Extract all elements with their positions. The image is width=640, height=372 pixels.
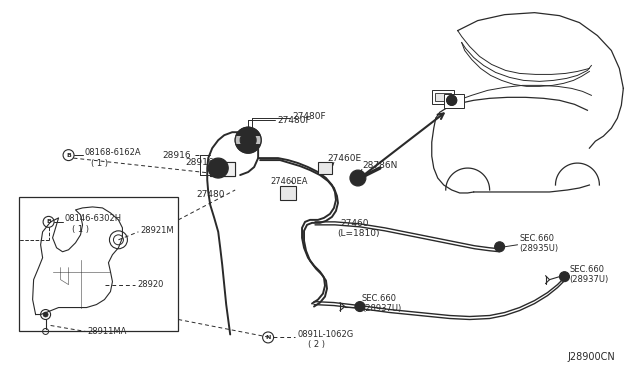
Circle shape <box>447 95 457 105</box>
Text: 28916: 28916 <box>186 158 214 167</box>
Circle shape <box>235 127 261 153</box>
Text: 0891L-1062G: 0891L-1062G <box>297 330 353 339</box>
Text: 08146-6302H: 08146-6302H <box>65 214 122 223</box>
Circle shape <box>447 95 457 105</box>
Bar <box>235 136 261 144</box>
Circle shape <box>350 170 366 186</box>
Text: (28935U): (28935U) <box>520 244 559 253</box>
Circle shape <box>495 242 504 252</box>
Text: SEC.660: SEC.660 <box>570 265 604 274</box>
Text: 27480F: 27480F <box>292 112 326 121</box>
Text: SEC.660: SEC.660 <box>362 294 397 303</box>
Text: ( 1 ): ( 1 ) <box>92 158 109 167</box>
Bar <box>444 94 464 108</box>
Text: J28900CN: J28900CN <box>568 352 615 362</box>
Bar <box>435 93 451 101</box>
Text: ( 1 ): ( 1 ) <box>72 225 88 234</box>
Text: 28916: 28916 <box>163 151 191 160</box>
Text: 08168-6162A: 08168-6162A <box>84 148 141 157</box>
Text: 27460: 27460 <box>340 219 369 228</box>
Text: ( 2 ): ( 2 ) <box>308 340 325 349</box>
Bar <box>280 186 296 200</box>
Bar <box>432 90 454 104</box>
Circle shape <box>355 302 365 311</box>
Circle shape <box>559 272 570 282</box>
Text: 28911MA: 28911MA <box>88 327 127 336</box>
Text: B: B <box>66 153 71 158</box>
Text: 28786N: 28786N <box>362 161 397 170</box>
Bar <box>19 197 179 331</box>
Text: (L=1810): (L=1810) <box>337 229 380 238</box>
Circle shape <box>208 158 228 178</box>
Text: (28937U): (28937U) <box>362 304 401 313</box>
Text: 27480F: 27480F <box>277 116 310 125</box>
Circle shape <box>240 132 256 148</box>
Text: 28920: 28920 <box>138 280 164 289</box>
Text: B: B <box>46 219 51 224</box>
Text: 28921M: 28921M <box>140 226 174 235</box>
Text: 27460EA: 27460EA <box>270 177 308 186</box>
Bar <box>210 162 235 176</box>
Text: (28937U): (28937U) <box>570 275 609 284</box>
Circle shape <box>43 312 48 317</box>
Bar <box>318 162 332 174</box>
Text: SEC.660: SEC.660 <box>520 234 555 243</box>
Text: 27480: 27480 <box>196 190 225 199</box>
Text: 27460E: 27460E <box>327 154 361 163</box>
Text: N: N <box>266 335 271 340</box>
